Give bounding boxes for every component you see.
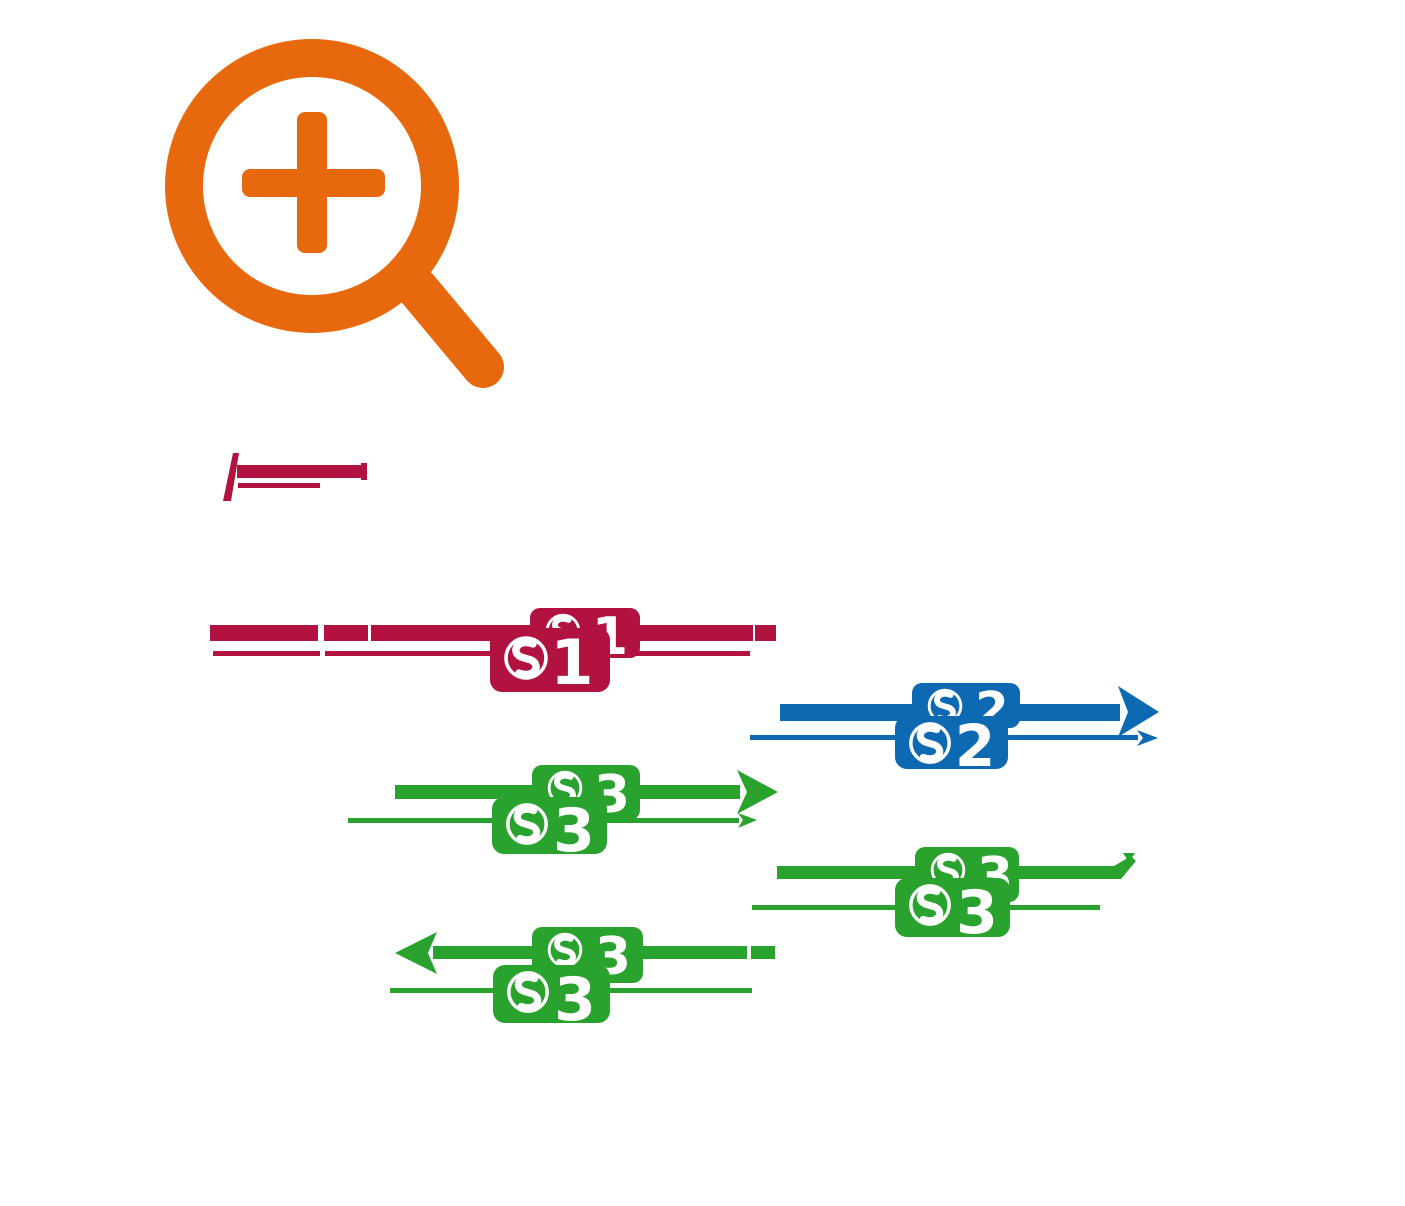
route-line-segment xyxy=(324,625,368,641)
arrow-left-icon xyxy=(395,932,437,974)
route-line-stub xyxy=(755,625,776,641)
route-s3-c: 3 3 xyxy=(390,927,775,1035)
arrow-right-icon xyxy=(737,770,778,814)
small-arrow-right-icon xyxy=(738,813,757,828)
magnifier-handle xyxy=(396,267,504,388)
route-badge-s1-front[interactable]: 1 xyxy=(490,626,610,699)
route-s3-b: 3 3 xyxy=(752,847,1136,948)
route-line-stub xyxy=(751,946,775,959)
badge-number: 3 xyxy=(956,878,998,948)
arrow-tip-fragment-icon xyxy=(1123,853,1135,862)
badge-number: 3 xyxy=(553,796,595,866)
route-s3-a: 3 3 xyxy=(348,765,778,866)
cutoff-thick-line xyxy=(237,465,361,478)
arrow-right-icon xyxy=(1118,686,1159,737)
route-cutoff-marker xyxy=(223,453,367,501)
cutoff-line-endcap xyxy=(361,463,367,480)
cutoff-thin-line xyxy=(238,483,320,488)
route-badge-s3-front[interactable]: 3 xyxy=(895,878,1010,948)
zoom-in-icon[interactable] xyxy=(165,39,504,388)
small-arrow-right-icon xyxy=(1137,730,1158,746)
cutoff-slash xyxy=(223,453,239,501)
route-badge-s2-front[interactable]: 2 xyxy=(895,712,1008,780)
route-s2: 2 2 xyxy=(750,682,1159,780)
badge-number: 3 xyxy=(554,965,596,1035)
route-badge-s3-front[interactable]: 3 xyxy=(492,796,607,866)
badge-number: 2 xyxy=(955,712,995,780)
route-line-segment xyxy=(210,625,318,641)
magnifier-ring xyxy=(165,39,459,333)
route-badge-s3-front[interactable]: 3 xyxy=(493,965,610,1035)
plus-icon-vertical xyxy=(297,112,327,253)
badge-number: 1 xyxy=(550,626,593,699)
route-thin-line-segment xyxy=(213,651,320,656)
route-s1: 1 1 xyxy=(210,607,776,699)
